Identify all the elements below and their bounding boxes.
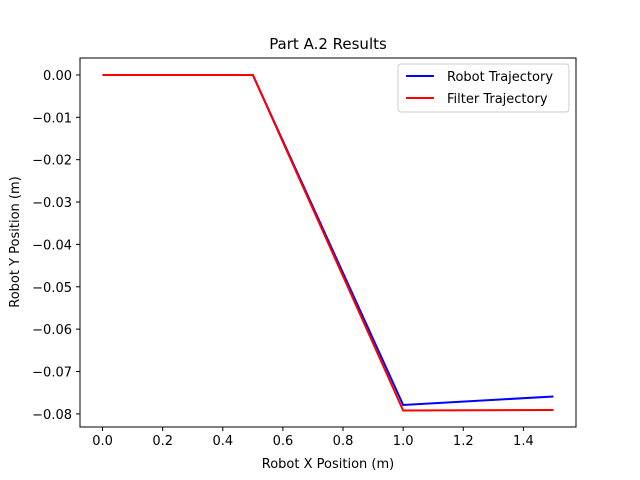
y-tick-label: −0.06 (32, 323, 72, 338)
y-axis-label: Robot Y Position (m) (8, 176, 23, 307)
x-axis-ticks: 0.0 0.2 0.4 0.6 0.8 1.0 1.2 1.4 (92, 427, 534, 449)
y-tick-label: −0.01 (32, 111, 72, 126)
x-tick-label: 0.8 (333, 434, 354, 449)
legend-box (397, 63, 570, 113)
y-tick-label: −0.07 (32, 366, 72, 381)
x-tick-label: 0.0 (92, 434, 113, 449)
y-axis-ticks: 0.00 −0.01 −0.02 −0.03 −0.04 −0.05 −0.06 −0.07 −… (32, 69, 80, 423)
x-tick-label: 1.2 (453, 434, 474, 449)
y-tick-label: −0.02 (32, 154, 72, 169)
legend-label-robot-trajectory: Robot Trajectory (447, 70, 553, 85)
y-tick-label: −0.04 (32, 238, 72, 253)
x-tick-label: 0.6 (273, 434, 294, 449)
x-tick-label: 0.4 (212, 434, 233, 449)
chart-title: Part A.2 Results (269, 35, 387, 53)
y-tick-label: 0.00 (43, 69, 72, 84)
x-tick-label: 1.0 (393, 434, 414, 449)
legend-label-filter-trajectory: Filter Trajectory (447, 92, 548, 107)
legend: Robot Trajectory Filter Trajectory (397, 63, 570, 113)
plot-frame (79, 57, 577, 428)
y-tick-label: −0.03 (32, 196, 72, 211)
series-line-filter-trajectory (102, 73, 554, 412)
series-layer (102, 73, 554, 412)
x-axis-label: Robot X Position (m) (262, 457, 394, 472)
y-tick-label: −0.08 (32, 408, 72, 423)
y-tick-label: −0.05 (32, 281, 72, 296)
x-tick-label: 1.4 (513, 434, 534, 449)
x-tick-label: 0.2 (152, 434, 173, 449)
plot-area (79, 57, 577, 428)
